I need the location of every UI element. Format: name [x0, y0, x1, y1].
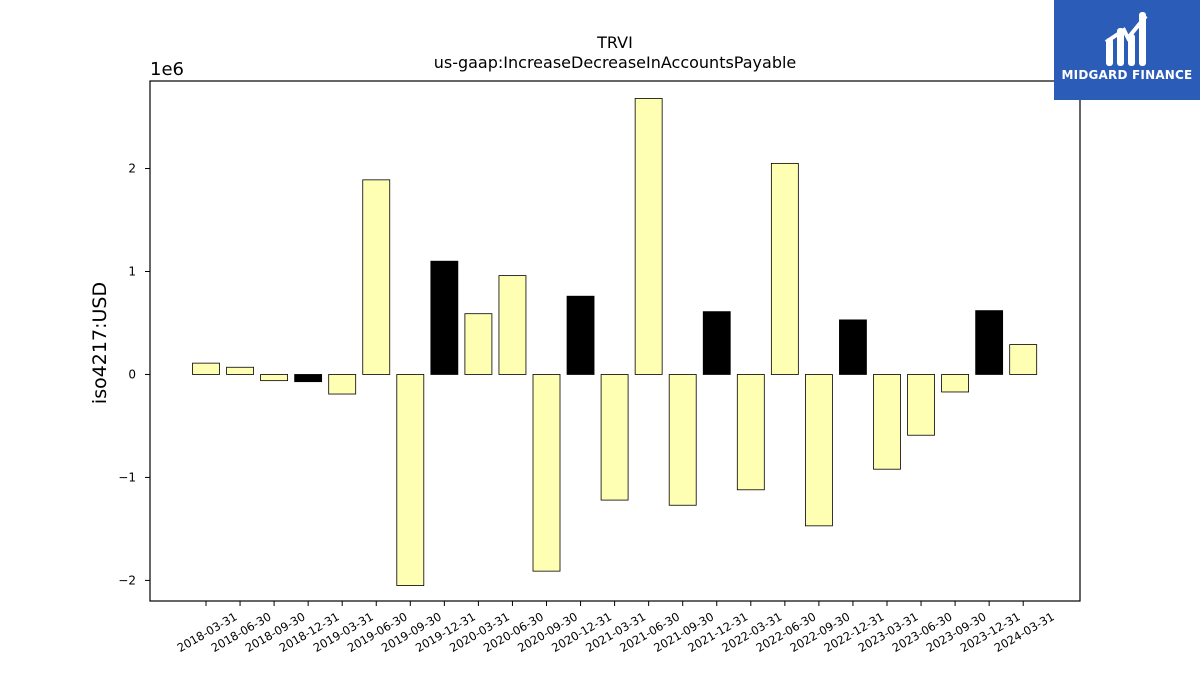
- bar-2020-12-31: [566, 295, 595, 375]
- bar-2022-06-30: [770, 162, 799, 375]
- bar-2018-06-30: [226, 366, 254, 375]
- bar-2019-03-31: [328, 374, 357, 395]
- brand-logo: MIDGARD FINANCE: [1054, 0, 1200, 100]
- bar-2019-09-30: [396, 374, 425, 586]
- chart-title: TRVI: [596, 33, 633, 52]
- bar-2021-12-31: [702, 311, 731, 375]
- bars-group: [192, 98, 1038, 586]
- bar-2021-06-30: [634, 98, 663, 375]
- midgard-logo-icon: [1104, 12, 1148, 66]
- bar-2020-09-30: [532, 374, 561, 572]
- y-tick-label: −2: [118, 573, 136, 587]
- bar-2022-12-31: [839, 319, 867, 375]
- bar-2023-03-31: [873, 374, 901, 470]
- y-tick-label: −1: [118, 470, 136, 484]
- y-ticks-group: 2 1 0 −1 −2: [118, 162, 150, 587]
- chart-subtitle: us-gaap:IncreaseDecreaseInAccountsPayabl…: [434, 53, 797, 72]
- bar-2021-09-30: [668, 374, 697, 506]
- bar-2022-03-31: [736, 374, 765, 491]
- bar-2020-03-31: [464, 313, 493, 375]
- x-ticks-group: 2018-03-312018-06-302018-09-302018-12-31…: [175, 601, 1057, 655]
- bar-2023-12-31: [975, 310, 1004, 375]
- bar-2023-06-30: [907, 374, 935, 436]
- bar-2019-06-30: [362, 179, 391, 375]
- brand-name: MIDGARD FINANCE: [1061, 68, 1193, 82]
- bar-2022-09-30: [805, 374, 833, 527]
- y-tick-label: 0: [128, 367, 136, 381]
- y-tick-label: 1: [128, 264, 136, 278]
- bar-2018-09-30: [260, 374, 289, 382]
- bar-2018-03-31: [192, 362, 220, 375]
- y-tick-label: 2: [128, 162, 136, 176]
- y-scale-label: 1e6: [150, 59, 184, 80]
- y-axis-label: iso4217:USD: [89, 282, 111, 404]
- bar-2024-03-31: [1009, 344, 1038, 375]
- bar-2021-03-31: [600, 374, 629, 501]
- bar-2023-09-30: [941, 374, 969, 393]
- bar-2019-12-31: [430, 260, 459, 375]
- bar-2020-06-30: [498, 275, 527, 375]
- bar-2018-12-31: [294, 374, 323, 383]
- plot-frame: [149, 80, 1081, 602]
